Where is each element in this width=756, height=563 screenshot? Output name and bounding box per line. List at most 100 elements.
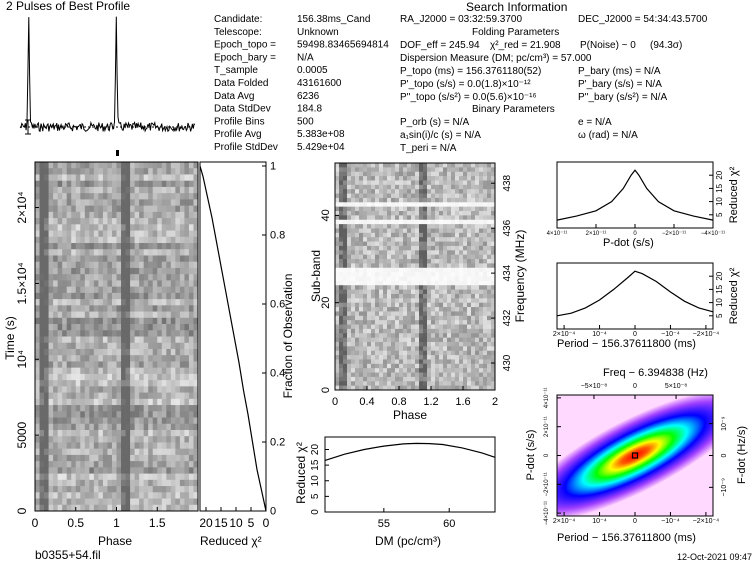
time-phase-cell xyxy=(107,417,113,425)
subband-phase-cell xyxy=(367,180,372,186)
subband-phase-cell xyxy=(447,276,452,282)
time-phase-cell xyxy=(121,417,126,425)
subband-phase-cell xyxy=(491,224,495,229)
time-phase-cell xyxy=(193,392,198,400)
subband-phase-cell xyxy=(391,372,396,378)
subband-phase-cell xyxy=(395,259,400,264)
subband-phase-cell xyxy=(339,224,344,229)
time-phase-cell xyxy=(125,467,131,475)
time-phase-cell xyxy=(193,473,198,481)
dm-chi2-y-tick-label: 20 xyxy=(310,444,321,456)
time-phase-cell xyxy=(184,380,190,387)
subband-phase-cell xyxy=(335,355,340,360)
time-phase-cell xyxy=(130,180,136,188)
time-phase-cell xyxy=(148,479,154,487)
subband-phase-cell xyxy=(339,163,344,168)
time-phase-cell xyxy=(48,305,54,312)
time-phase-cell xyxy=(75,243,81,250)
subband-phase-cell xyxy=(383,241,388,247)
subband-phase-cell xyxy=(423,193,428,199)
subband-phase-cell xyxy=(455,254,460,260)
time-phase-cell xyxy=(179,417,185,425)
time-phase-cell xyxy=(152,454,158,462)
subband-phase-cell xyxy=(443,211,448,216)
time-phase-cell xyxy=(116,486,122,493)
subband-phase-cell xyxy=(383,320,388,325)
time-phase-cell xyxy=(125,417,131,425)
time-phase-cell xyxy=(134,168,140,175)
subband-phase-cell xyxy=(351,355,356,360)
time-phase-cell xyxy=(152,193,158,200)
time-phase-cell xyxy=(139,292,145,300)
subband-phase-cell xyxy=(479,245,484,251)
subband-phase-cell xyxy=(427,368,432,373)
time-phase-cell xyxy=(161,398,167,406)
subband-phase-cell xyxy=(443,381,448,387)
subband-phase-cell xyxy=(347,184,352,190)
subband-phase-cell xyxy=(339,215,344,221)
time-phase-cell xyxy=(161,317,167,325)
subband-phase-cell xyxy=(407,285,412,290)
subband-phase-cell xyxy=(399,267,404,273)
subband-phase-cell xyxy=(419,359,424,365)
time-phase-cell xyxy=(39,211,45,219)
subband-phase-cell xyxy=(407,333,412,339)
subband-phase-cell xyxy=(383,381,388,387)
time-phase-cell xyxy=(170,492,176,499)
time-phase-cell xyxy=(80,243,86,250)
subband-phase-cell xyxy=(347,280,352,286)
time-phase-x-tick-label: 0 xyxy=(32,516,39,530)
subband-phase-cell xyxy=(351,280,356,286)
subband-phase-cell xyxy=(479,302,484,308)
subband-phase-cell xyxy=(471,302,476,308)
time-phase-cell xyxy=(93,193,99,200)
subband-phase-cell xyxy=(459,302,464,308)
subband-phase-cell xyxy=(387,206,392,212)
time-phase-cell xyxy=(170,429,176,437)
time-phase-cell xyxy=(143,230,149,238)
time-phase-cell xyxy=(125,255,131,263)
time-phase-cell xyxy=(148,205,154,213)
subband-phase-cell xyxy=(355,355,360,360)
subband-phase-cell xyxy=(435,176,440,181)
subband-phase-cell xyxy=(435,228,440,234)
time-phase-cell xyxy=(98,436,104,443)
subband-phase-cell xyxy=(383,372,388,378)
time-phase-cell xyxy=(166,442,172,450)
subband-phase-cell xyxy=(423,263,428,269)
subband-phase-cell xyxy=(343,302,348,308)
time-phase-cell xyxy=(84,255,90,263)
subband-phase-cell xyxy=(359,228,364,234)
time-phase-cell xyxy=(166,218,172,225)
subband-phase-cell xyxy=(387,184,392,190)
subband-phase-cell xyxy=(415,385,420,390)
subband-phase-cell xyxy=(399,289,404,295)
subband-phase-cell xyxy=(459,263,464,269)
time-phase-cell xyxy=(53,398,59,406)
subband-phase-cell xyxy=(483,381,488,387)
time-phase-cell xyxy=(157,286,163,294)
subband-phase-cell xyxy=(375,307,380,312)
subband-phase-cell xyxy=(427,259,432,264)
subband-phase-cell xyxy=(391,206,396,212)
subband-phase-cell xyxy=(371,368,376,373)
time-phase-cell xyxy=(62,442,68,450)
time-phase-cell xyxy=(111,498,117,506)
subband-phase-cell xyxy=(395,184,400,190)
subband-phase-cell xyxy=(415,368,420,373)
time-phase-cell xyxy=(134,274,140,281)
time-phase-cell xyxy=(93,417,99,425)
time-phase-cell xyxy=(143,492,149,499)
time-phase-cell xyxy=(148,373,154,381)
time-phase-cell xyxy=(57,255,63,263)
time-phase-cell xyxy=(161,236,167,244)
time-phase-cell xyxy=(39,367,45,375)
time-phase-cell xyxy=(107,336,113,344)
subband-phase-cell xyxy=(375,359,380,365)
subband-phase-cell xyxy=(431,376,436,382)
time-phase-cell xyxy=(125,249,131,256)
time-phase-cell xyxy=(184,429,190,437)
subband-phase-cell xyxy=(371,280,376,286)
subband-phase-cell xyxy=(351,289,356,295)
subband-phase-cell xyxy=(431,263,436,269)
